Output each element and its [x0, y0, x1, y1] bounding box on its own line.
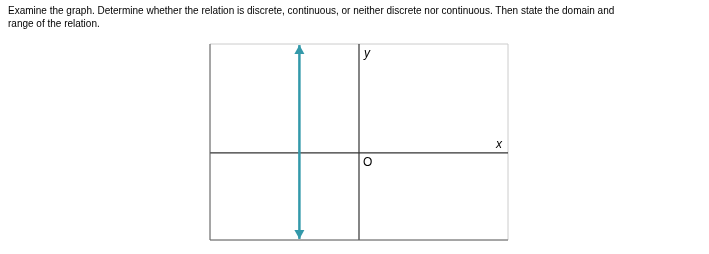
svg-text:O: O [363, 155, 372, 169]
svg-text:y: y [363, 46, 371, 60]
svg-text:x: x [495, 137, 503, 151]
html-text:Examine the graph. Determine w: Examine the graph. Determine whether the… [8, 5, 615, 29]
